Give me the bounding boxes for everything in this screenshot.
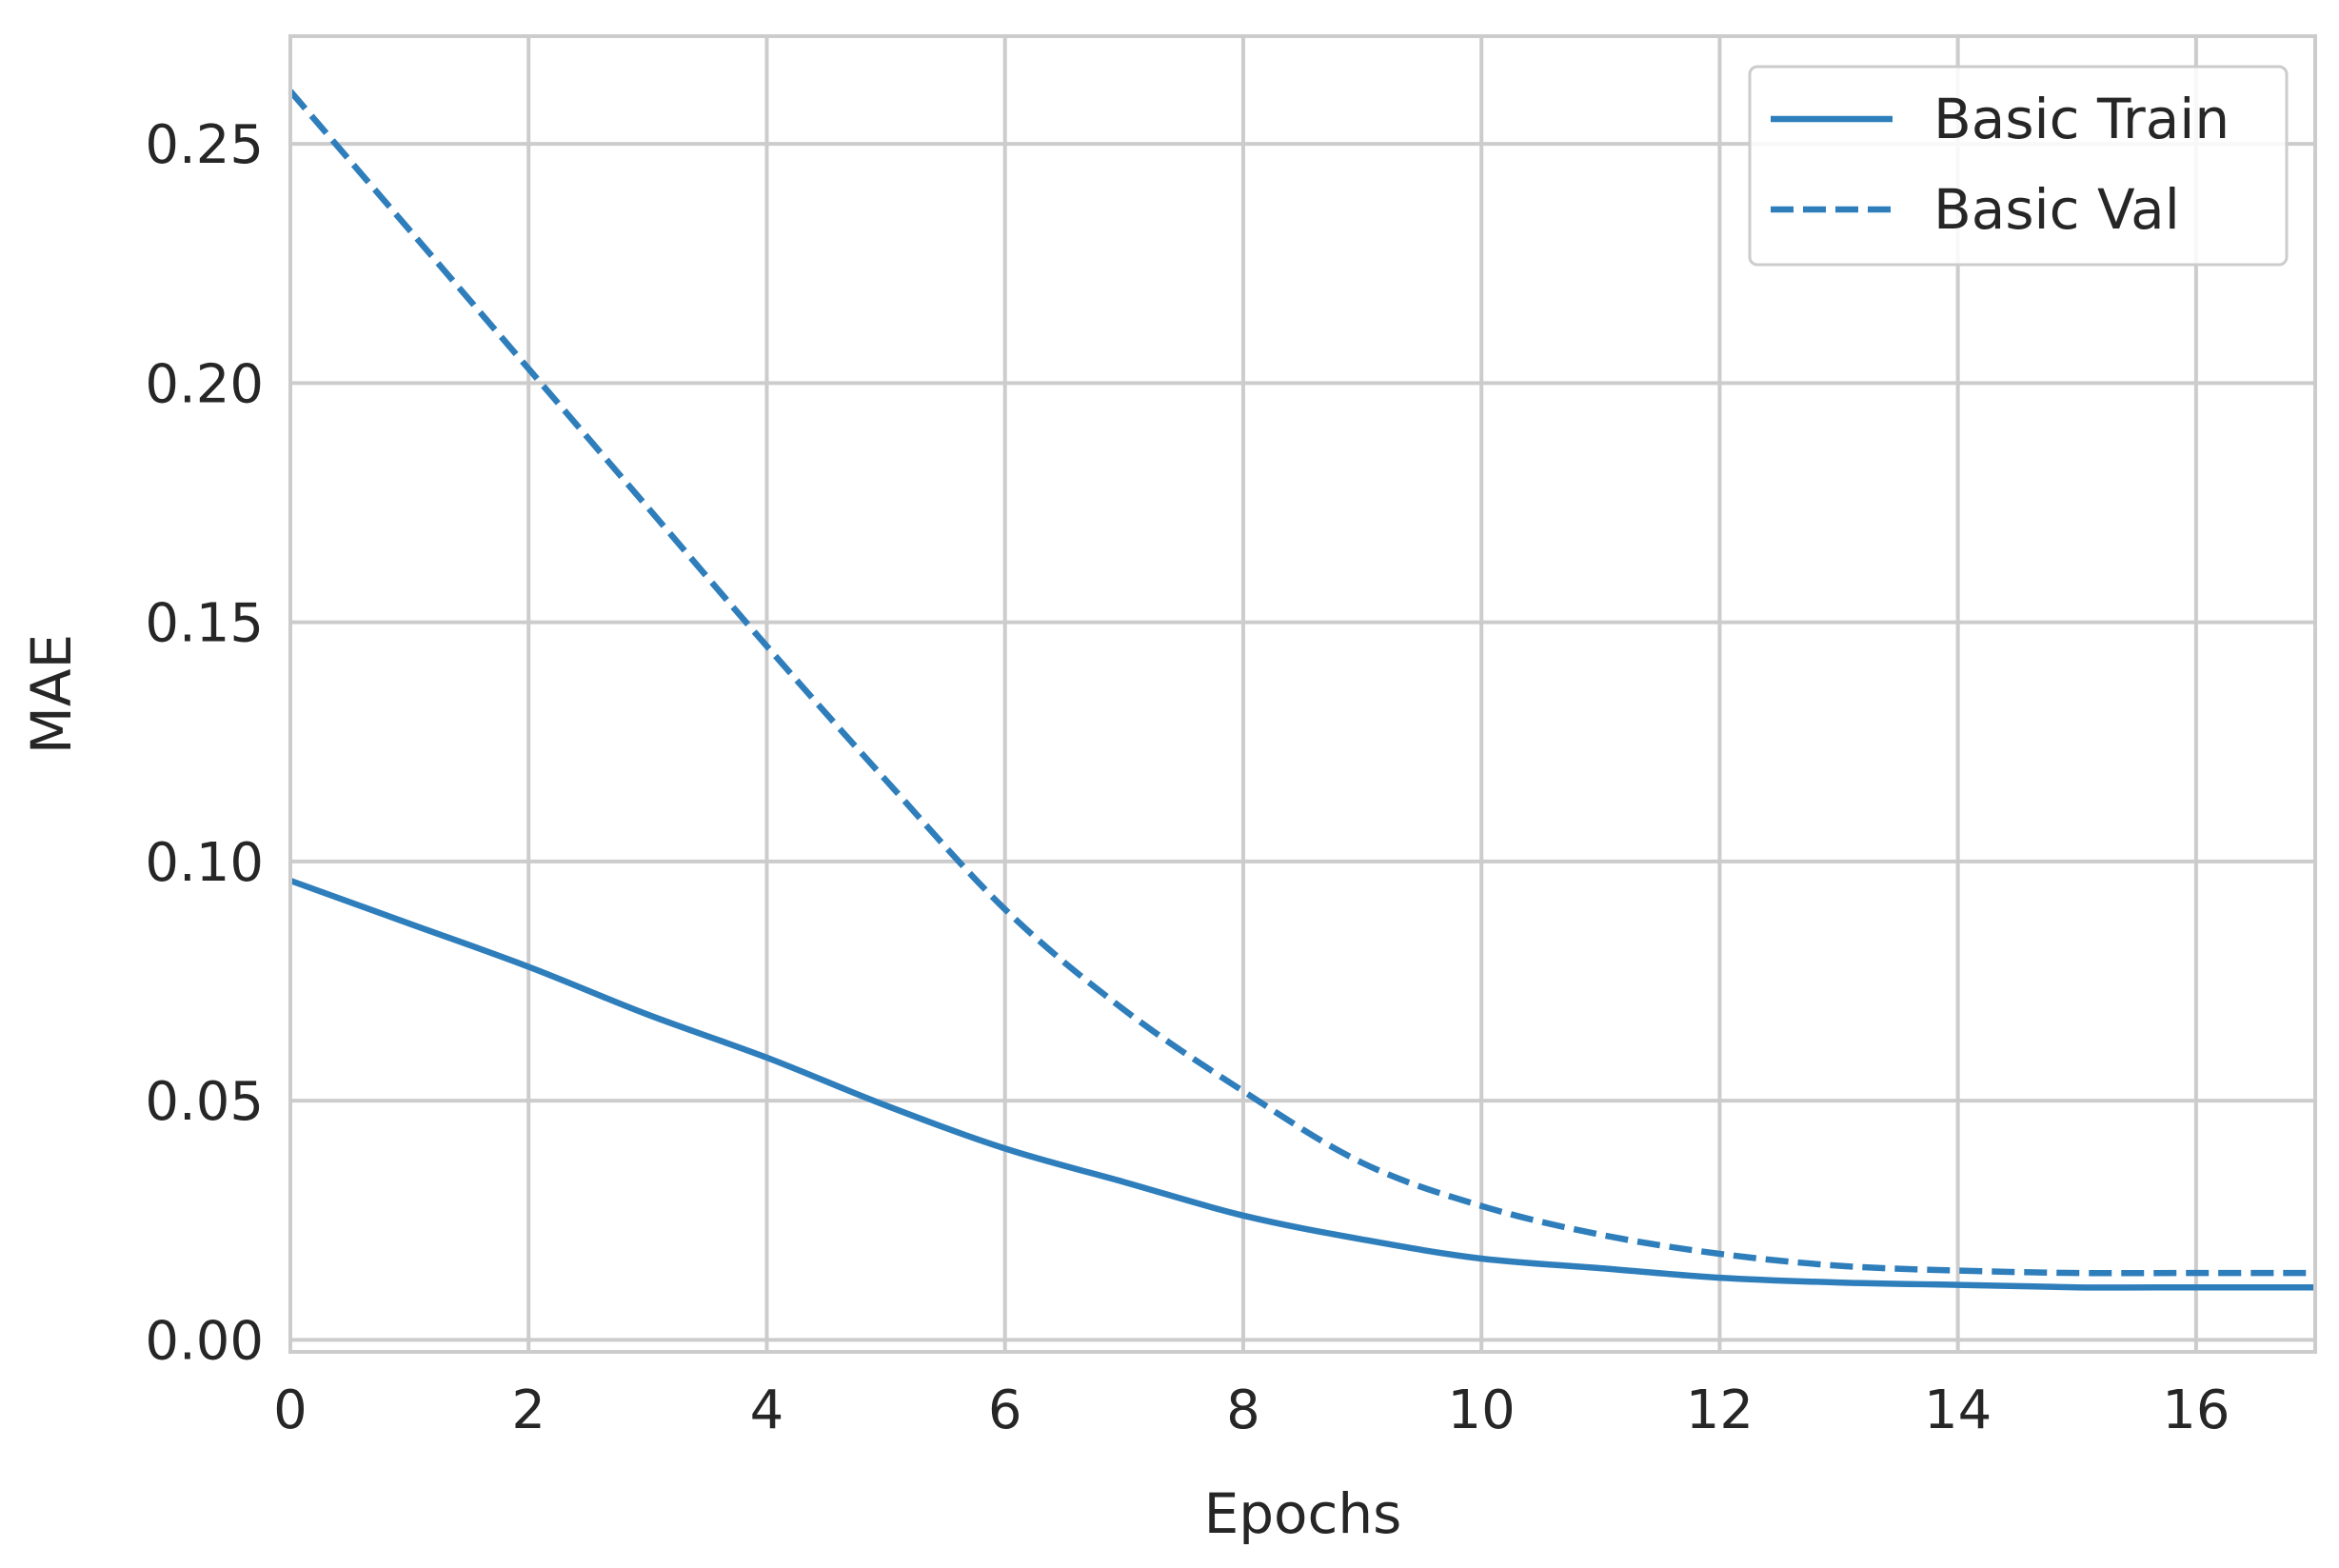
y-gridlines <box>290 142 2315 1342</box>
x-tick-labels: 0 2 4 6 8 10 12 14 16 <box>273 1379 2230 1441</box>
series-lines <box>287 89 2315 1291</box>
legend: Basic Train Basic Val <box>1748 65 2289 267</box>
series-line-basic-train <box>288 877 2315 1291</box>
x-tick-label: 2 <box>511 1379 545 1441</box>
y-tick-label: 0.05 <box>145 1071 264 1133</box>
y-tick-label: 0.15 <box>145 593 264 655</box>
legend-label-basic-val: Basic Val <box>1933 177 2180 242</box>
legend-label-basic-train: Basic Train <box>1933 87 2230 151</box>
y-axis-label: MAE <box>19 634 84 754</box>
x-tick-label: 4 <box>750 1379 784 1441</box>
x-tick-label: 10 <box>1448 1379 1516 1441</box>
y-tick-label: 0.10 <box>145 832 264 894</box>
x-tick-label: 0 <box>273 1379 307 1441</box>
x-tick-label: 8 <box>1226 1379 1260 1441</box>
x-tick-label: 12 <box>1686 1379 1754 1441</box>
plot-frame <box>288 34 2317 1354</box>
y-tick-label: 0.25 <box>145 114 264 176</box>
x-tick-label: 16 <box>2162 1379 2230 1441</box>
x-axis-label: Epochs <box>1204 1481 1402 1546</box>
x-tick-label: 14 <box>1924 1379 1992 1441</box>
y-tick-label: 0.20 <box>145 353 264 415</box>
y-tick-label: 0.00 <box>145 1310 264 1372</box>
y-tick-labels: 0.00 0.05 0.10 0.15 0.20 0.25 <box>145 114 264 1372</box>
x-tick-label: 6 <box>988 1379 1022 1441</box>
